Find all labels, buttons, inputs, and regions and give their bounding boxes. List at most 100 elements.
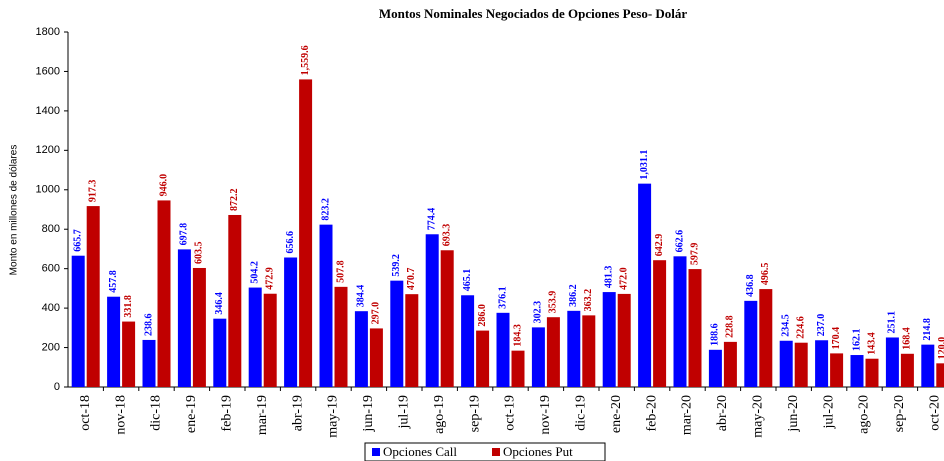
value-label: 774.4 xyxy=(426,208,437,231)
y-tick-label: 600 xyxy=(42,263,60,275)
bar xyxy=(900,353,914,387)
value-label: 384.4 xyxy=(356,285,367,308)
value-label: 184.3 xyxy=(512,324,523,347)
y-tick-label: 400 xyxy=(42,302,60,314)
value-label: 496.5 xyxy=(760,263,771,286)
value-label: 507.8 xyxy=(335,260,346,283)
value-label: 162.1 xyxy=(851,329,862,352)
bar xyxy=(744,300,758,387)
bar xyxy=(284,257,298,387)
bar xyxy=(334,286,348,387)
x-tick-label: nov-18 xyxy=(113,395,128,435)
value-label: 539.2 xyxy=(391,254,402,277)
value-label: 120.0 xyxy=(937,337,944,360)
bar xyxy=(461,295,475,387)
x-tick-label: ene-20 xyxy=(609,395,624,433)
value-label: 228.8 xyxy=(725,315,736,338)
x-tick-label: dic-19 xyxy=(574,395,589,431)
value-label: 386.2 xyxy=(568,284,579,307)
x-tick-label: mar-20 xyxy=(680,395,695,435)
bar xyxy=(319,224,333,387)
x-tick-label: oct-20 xyxy=(928,395,943,431)
value-label: 697.8 xyxy=(179,223,190,246)
value-label: 470.7 xyxy=(406,268,417,291)
bar xyxy=(511,350,525,387)
bar xyxy=(263,293,277,387)
bar xyxy=(638,183,652,387)
legend-swatch xyxy=(372,448,380,456)
bar xyxy=(405,294,419,387)
y-tick-label: 1200 xyxy=(36,144,60,156)
x-tick-label: jul-19 xyxy=(397,395,412,429)
bar xyxy=(496,312,510,387)
value-label: 143.4 xyxy=(866,332,877,355)
value-label: 656.6 xyxy=(285,231,296,254)
x-tick-label: may-20 xyxy=(751,395,766,438)
x-tick-label: sep-19 xyxy=(467,395,482,432)
bar xyxy=(885,337,899,387)
bar xyxy=(723,341,737,387)
bar xyxy=(228,214,242,387)
bar xyxy=(865,358,879,387)
bar xyxy=(567,310,581,387)
value-label: 170.4 xyxy=(831,327,842,350)
x-tick-label: jun-20 xyxy=(786,395,801,433)
bar xyxy=(794,342,808,387)
value-label: 1,031.1 xyxy=(639,150,650,180)
bar xyxy=(107,296,121,387)
bar xyxy=(531,327,545,387)
chart-title: Montos Nominales Negociados de Opciones … xyxy=(379,6,688,21)
bar xyxy=(830,353,844,387)
y-tick-label: 200 xyxy=(42,341,60,353)
bar xyxy=(921,344,935,387)
bar xyxy=(602,292,616,387)
bar xyxy=(192,267,206,387)
value-label: 472.0 xyxy=(618,267,629,290)
bar xyxy=(390,280,404,387)
value-label: 693.3 xyxy=(441,224,452,247)
value-label: 353.9 xyxy=(548,291,559,314)
bar xyxy=(936,363,944,387)
x-tick-label: abr-19 xyxy=(290,395,305,431)
value-label: 286.0 xyxy=(477,304,488,327)
bar xyxy=(425,234,439,387)
x-tick-label: dic-18 xyxy=(149,395,164,431)
value-label: 457.8 xyxy=(108,270,119,293)
bar xyxy=(86,206,100,387)
value-label: 237.0 xyxy=(816,314,827,337)
value-label: 168.4 xyxy=(902,327,913,350)
value-label: 331.8 xyxy=(123,295,134,318)
bar xyxy=(850,355,864,387)
x-tick-label: feb-19 xyxy=(220,395,235,432)
bar xyxy=(708,349,722,387)
x-tick-label: feb-20 xyxy=(644,395,659,432)
value-label: 481.3 xyxy=(603,266,614,289)
value-label: 1,559.6 xyxy=(300,45,311,75)
x-tick-label: jul-20 xyxy=(821,395,836,429)
x-tick-label: mar-19 xyxy=(255,395,270,435)
bar xyxy=(142,339,156,387)
value-label: 346.4 xyxy=(214,292,225,315)
y-tick-label: 0 xyxy=(54,381,60,393)
value-label: 188.6 xyxy=(710,323,721,346)
value-label: 823.2 xyxy=(320,198,331,221)
bar xyxy=(213,318,227,387)
bar xyxy=(476,330,490,387)
value-label: 302.3 xyxy=(533,301,544,324)
value-label: 436.8 xyxy=(745,274,756,297)
legend-label: Opciones Call xyxy=(383,444,457,459)
bar xyxy=(688,269,702,387)
value-label: 251.1 xyxy=(887,311,898,334)
value-label: 472.9 xyxy=(264,267,275,290)
bar xyxy=(354,311,368,387)
value-label: 238.6 xyxy=(143,313,154,336)
y-tick-label: 1000 xyxy=(36,184,60,196)
x-tick-label: oct-19 xyxy=(503,395,518,431)
x-tick-label: ago-19 xyxy=(432,395,447,434)
y-tick-label: 1800 xyxy=(36,26,60,38)
legend-label: Opciones Put xyxy=(503,444,573,459)
value-label: 234.5 xyxy=(780,314,791,337)
x-tick-label: sep-20 xyxy=(892,395,907,432)
value-label: 224.6 xyxy=(795,316,806,339)
bar xyxy=(248,287,262,387)
